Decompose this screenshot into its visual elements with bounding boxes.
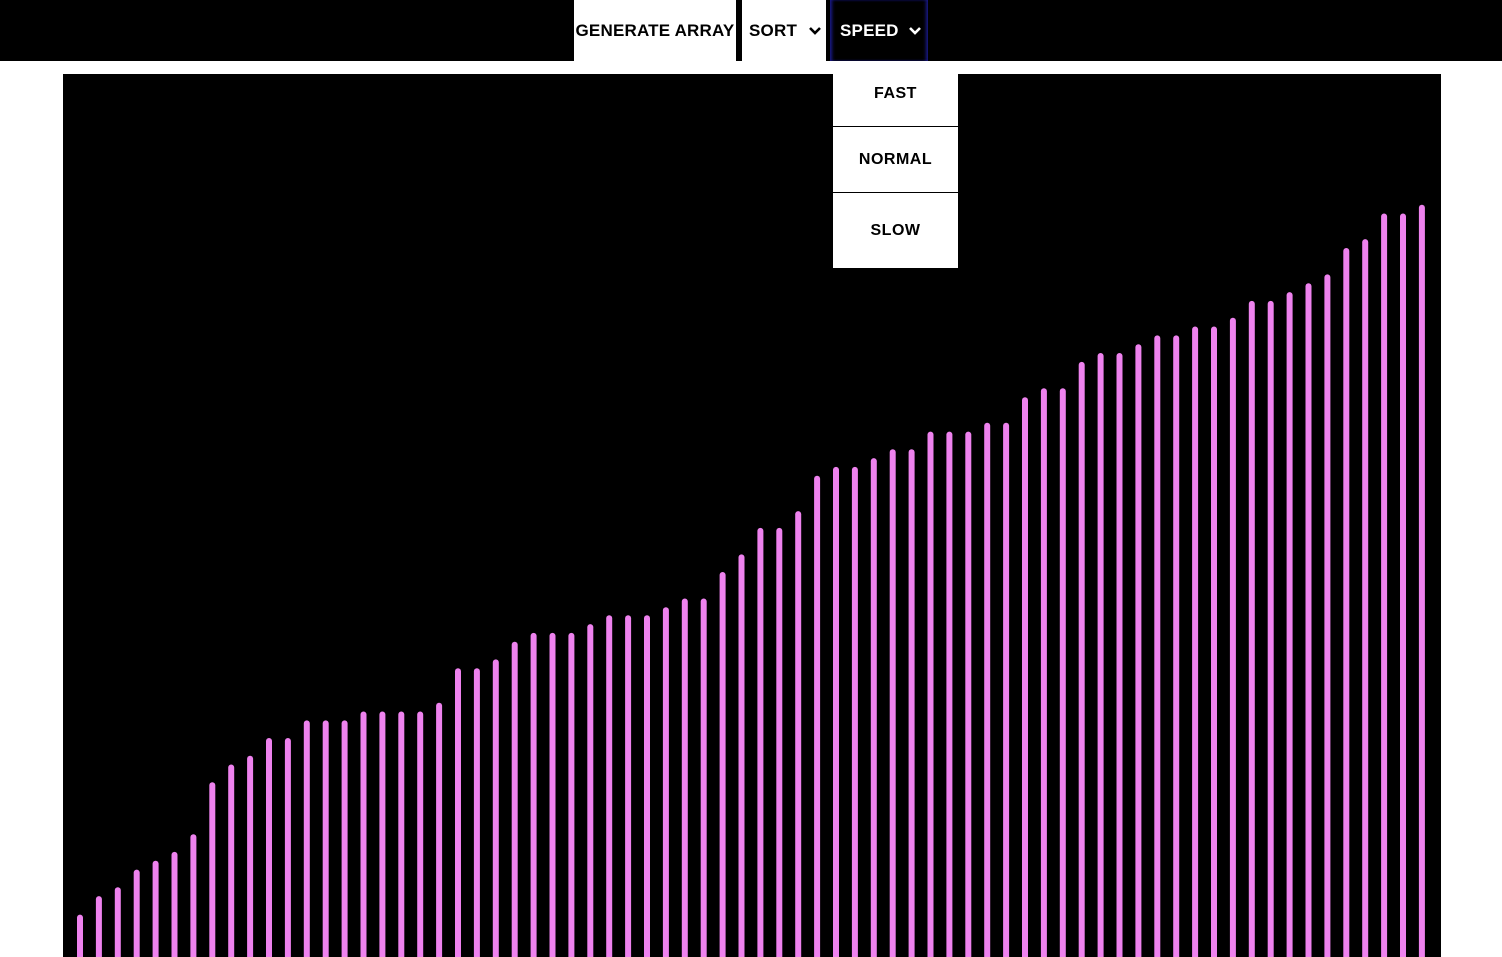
array-bar: [587, 624, 594, 957]
array-bar: [1040, 388, 1047, 957]
generate-array-button[interactable]: GENERATE ARRAY: [574, 0, 736, 61]
array-bar: [511, 641, 518, 957]
speed-menu: FAST NORMAL SLOW: [833, 61, 958, 268]
array-bar: [1267, 300, 1274, 957]
array-bar: [549, 632, 556, 957]
array-bar: [1418, 204, 1425, 957]
array-bar: [662, 607, 669, 957]
array-bar: [303, 720, 310, 957]
array-bar: [77, 914, 83, 957]
array-bar: [266, 738, 272, 957]
array-bar: [1305, 283, 1312, 957]
array-bar: [114, 887, 121, 957]
array-bar: [492, 659, 499, 957]
array-bar: [1343, 248, 1350, 957]
array-bar: [284, 738, 291, 957]
speed-dropdown-button[interactable]: SPEED: [830, 0, 928, 61]
speed-option-fast[interactable]: FAST: [833, 61, 958, 127]
array-bar: [95, 896, 102, 957]
array-bar: [1135, 344, 1142, 957]
array-bar: [1078, 361, 1085, 957]
navbar: GENERATE ARRAY SORT SPEED: [0, 0, 1502, 61]
array-bar: [1211, 326, 1217, 957]
array-bar: [700, 598, 707, 957]
array-bar: [1059, 388, 1066, 957]
chevron-down-icon: [809, 27, 821, 35]
sort-label: SORT: [749, 20, 798, 40]
array-bar: [398, 711, 405, 957]
array-bar: [228, 764, 235, 957]
array-bar: [1362, 239, 1369, 957]
array-bar: [833, 466, 839, 957]
array-bar: [209, 782, 216, 957]
array-bar: [1116, 353, 1123, 957]
chevron-down-icon: [909, 27, 921, 35]
array-bar: [1229, 317, 1236, 957]
array-bar: [379, 711, 386, 957]
array-bar: [1003, 422, 1010, 957]
bars-chart: [77, 204, 1425, 957]
array-bar: [1248, 300, 1255, 957]
array-bar: [927, 431, 934, 957]
array-bar: [1192, 326, 1199, 957]
array-bar: [1381, 213, 1388, 957]
speed-option-slow[interactable]: SLOW: [870, 221, 921, 239]
array-bar: [870, 458, 877, 957]
array-bar: [190, 834, 197, 957]
array-bar: [889, 449, 896, 957]
speed-option-normal[interactable]: NORMAL: [833, 127, 958, 193]
array-bar: [1286, 292, 1293, 957]
array-bar: [568, 632, 575, 957]
array-bar: [814, 475, 821, 957]
array-bar: [984, 422, 991, 957]
array-bar: [133, 869, 140, 957]
array-bar: [1154, 335, 1161, 957]
array-bar: [152, 860, 159, 957]
array-bar: [946, 431, 953, 957]
array-bar: [1022, 397, 1028, 957]
array-bar: [1097, 353, 1104, 957]
array-bar: [530, 632, 537, 957]
array-bar: [757, 527, 764, 957]
array-bar: [247, 755, 254, 957]
array-bar: [341, 720, 348, 957]
array-bar: [644, 615, 650, 957]
array-bar: [1324, 274, 1331, 957]
array-bar: [417, 711, 424, 957]
sort-dropdown-button[interactable]: SORT: [742, 0, 826, 61]
array-bar: [625, 615, 632, 957]
generate-array-label: GENERATE ARRAY: [575, 20, 735, 40]
array-bar: [473, 668, 480, 957]
array-bar: [322, 720, 329, 957]
array-bar: [795, 511, 802, 957]
array-bar: [719, 572, 726, 957]
array-bar: [908, 449, 915, 957]
array-bar: [965, 431, 972, 957]
array-bar: [171, 851, 178, 957]
array-bar: [738, 554, 745, 957]
array-bar: [436, 702, 443, 957]
array-bar: [606, 615, 613, 957]
array-bar: [851, 466, 858, 957]
array-bar: [360, 711, 367, 957]
array-bar: [1173, 335, 1180, 957]
array-bar: [776, 527, 783, 957]
array-bar: [1400, 213, 1406, 957]
array-bar: [681, 598, 688, 957]
array-visualizer: [63, 74, 1441, 957]
array-bar: [455, 668, 461, 957]
speed-label: SPEED: [840, 20, 899, 40]
